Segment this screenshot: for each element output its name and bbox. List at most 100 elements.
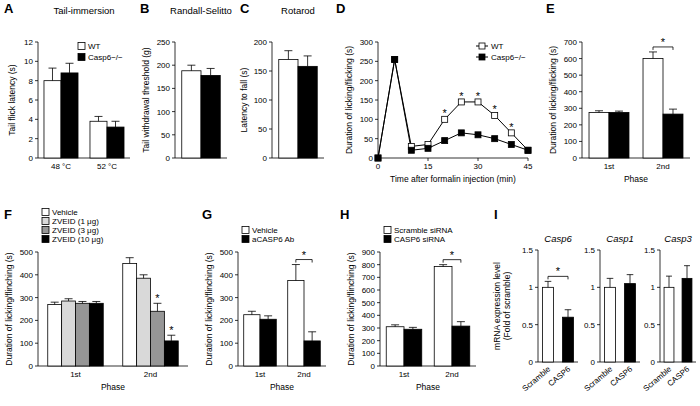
legend-swatch — [42, 209, 49, 216]
y-tick — [35, 252, 38, 253]
bar — [609, 112, 629, 158]
y-tick — [597, 250, 600, 251]
y-tick — [597, 324, 600, 325]
legend-swatch — [242, 236, 249, 243]
y-tick — [535, 287, 538, 288]
y-tick — [579, 75, 582, 76]
bar — [404, 329, 422, 366]
category-label: 2nd — [144, 370, 157, 379]
y-tick-label: 200 — [220, 316, 234, 325]
title: Casp6 — [544, 233, 572, 244]
bar — [304, 341, 320, 366]
y-tick — [35, 158, 38, 159]
bar — [61, 73, 78, 158]
error-bar — [607, 278, 614, 287]
y-tick-label: 0 — [591, 358, 596, 367]
x-axis-label: Phase — [101, 382, 125, 392]
y-tick — [35, 42, 38, 43]
legend-swatch — [384, 236, 391, 243]
y-tick — [375, 61, 378, 62]
y-tick-label: 1.5 — [584, 246, 596, 255]
y-axis-label: Duration of licking/flinching (s) — [346, 252, 356, 366]
legend-label: Scramble siRNA — [394, 226, 453, 235]
error-bar — [112, 121, 120, 127]
y-tick-label: 12 — [24, 38, 33, 47]
error-bar — [187, 65, 195, 71]
bar — [182, 71, 201, 158]
x-axis-label: Phase — [416, 382, 440, 392]
legend-label: ZVEID (1 μg) — [52, 217, 99, 226]
y-tick-label: 100 — [360, 115, 374, 124]
y-tick-label: 100 — [157, 108, 171, 117]
error-bar — [65, 299, 73, 301]
significance: * — [661, 36, 666, 48]
category-label: Scramble — [521, 364, 553, 393]
significance: * — [509, 121, 514, 133]
y-axis-label: Duration of licking/flicking (s) — [344, 46, 354, 154]
y-tick-label: 250 — [157, 38, 171, 47]
error-bar — [48, 68, 56, 81]
marks — [375, 56, 531, 161]
marker — [375, 155, 381, 161]
y-tick-label: 0 — [369, 154, 374, 163]
y-tick-label: 0.5 — [522, 321, 534, 330]
legend-label: WT — [88, 42, 101, 51]
y-tick-label: 500 — [20, 248, 34, 257]
y-tick — [579, 108, 582, 109]
legend-swatch — [78, 43, 85, 50]
y-axis-label: Latency to fall (s) — [239, 67, 249, 132]
y-tick — [377, 366, 380, 367]
y-tick — [597, 287, 600, 288]
bar — [625, 284, 636, 362]
y-tick-label: 8 — [29, 77, 34, 86]
y-tick-label: 0 — [529, 358, 534, 367]
bar — [62, 301, 76, 366]
x-tick-label: 15 — [424, 162, 433, 171]
y-axis — [582, 42, 583, 158]
bar — [298, 66, 317, 158]
y-tick-label: 300 — [20, 294, 34, 303]
y-tick-label: 600 — [362, 286, 376, 295]
y-tick — [35, 297, 38, 298]
category-label: 2nd — [656, 162, 669, 171]
marker — [525, 147, 531, 153]
legend-swatch — [479, 43, 485, 49]
marks — [48, 258, 179, 366]
y-tick-label: 400 — [564, 88, 578, 97]
line — [378, 59, 528, 158]
marker — [392, 56, 398, 62]
panel-label: H — [340, 207, 349, 222]
y-tick — [377, 315, 380, 316]
marks — [605, 275, 636, 362]
y-tick-label: 2 — [29, 135, 34, 144]
y-tick — [35, 100, 38, 101]
category-label: CASP6 — [665, 364, 691, 388]
error-bar — [207, 68, 215, 75]
y-tick — [35, 138, 38, 139]
y-tick — [377, 328, 380, 329]
error-bar — [140, 275, 148, 278]
y-tick — [377, 252, 380, 253]
y-tick — [377, 264, 380, 265]
y-tick — [269, 129, 272, 130]
line — [378, 59, 528, 158]
y-tick-label: 500 — [362, 299, 376, 308]
y-tick-label: 0.5 — [644, 321, 656, 330]
y-tick-label: 0.5 — [584, 321, 596, 330]
error-bar — [308, 332, 316, 341]
y-axis-label: Duration of licking/flicking (s) — [548, 46, 558, 154]
y-tick — [269, 158, 272, 159]
marker — [525, 147, 531, 153]
y-axis — [175, 42, 176, 158]
y-tick-label: 0 — [651, 358, 656, 367]
y-tick — [657, 287, 660, 288]
y-tick — [35, 320, 38, 321]
y-tick-label: 1.5 — [522, 246, 534, 255]
category-label: 2nd — [297, 370, 310, 379]
significance: * — [169, 324, 174, 336]
y-tick-label: 1.5 — [644, 246, 656, 255]
y-tick-label: 500 — [220, 248, 234, 257]
category-label: 48 °C — [51, 162, 71, 171]
y-axis-label: Duration of licking/flinching (s) — [4, 252, 14, 366]
y-tick — [375, 100, 378, 101]
